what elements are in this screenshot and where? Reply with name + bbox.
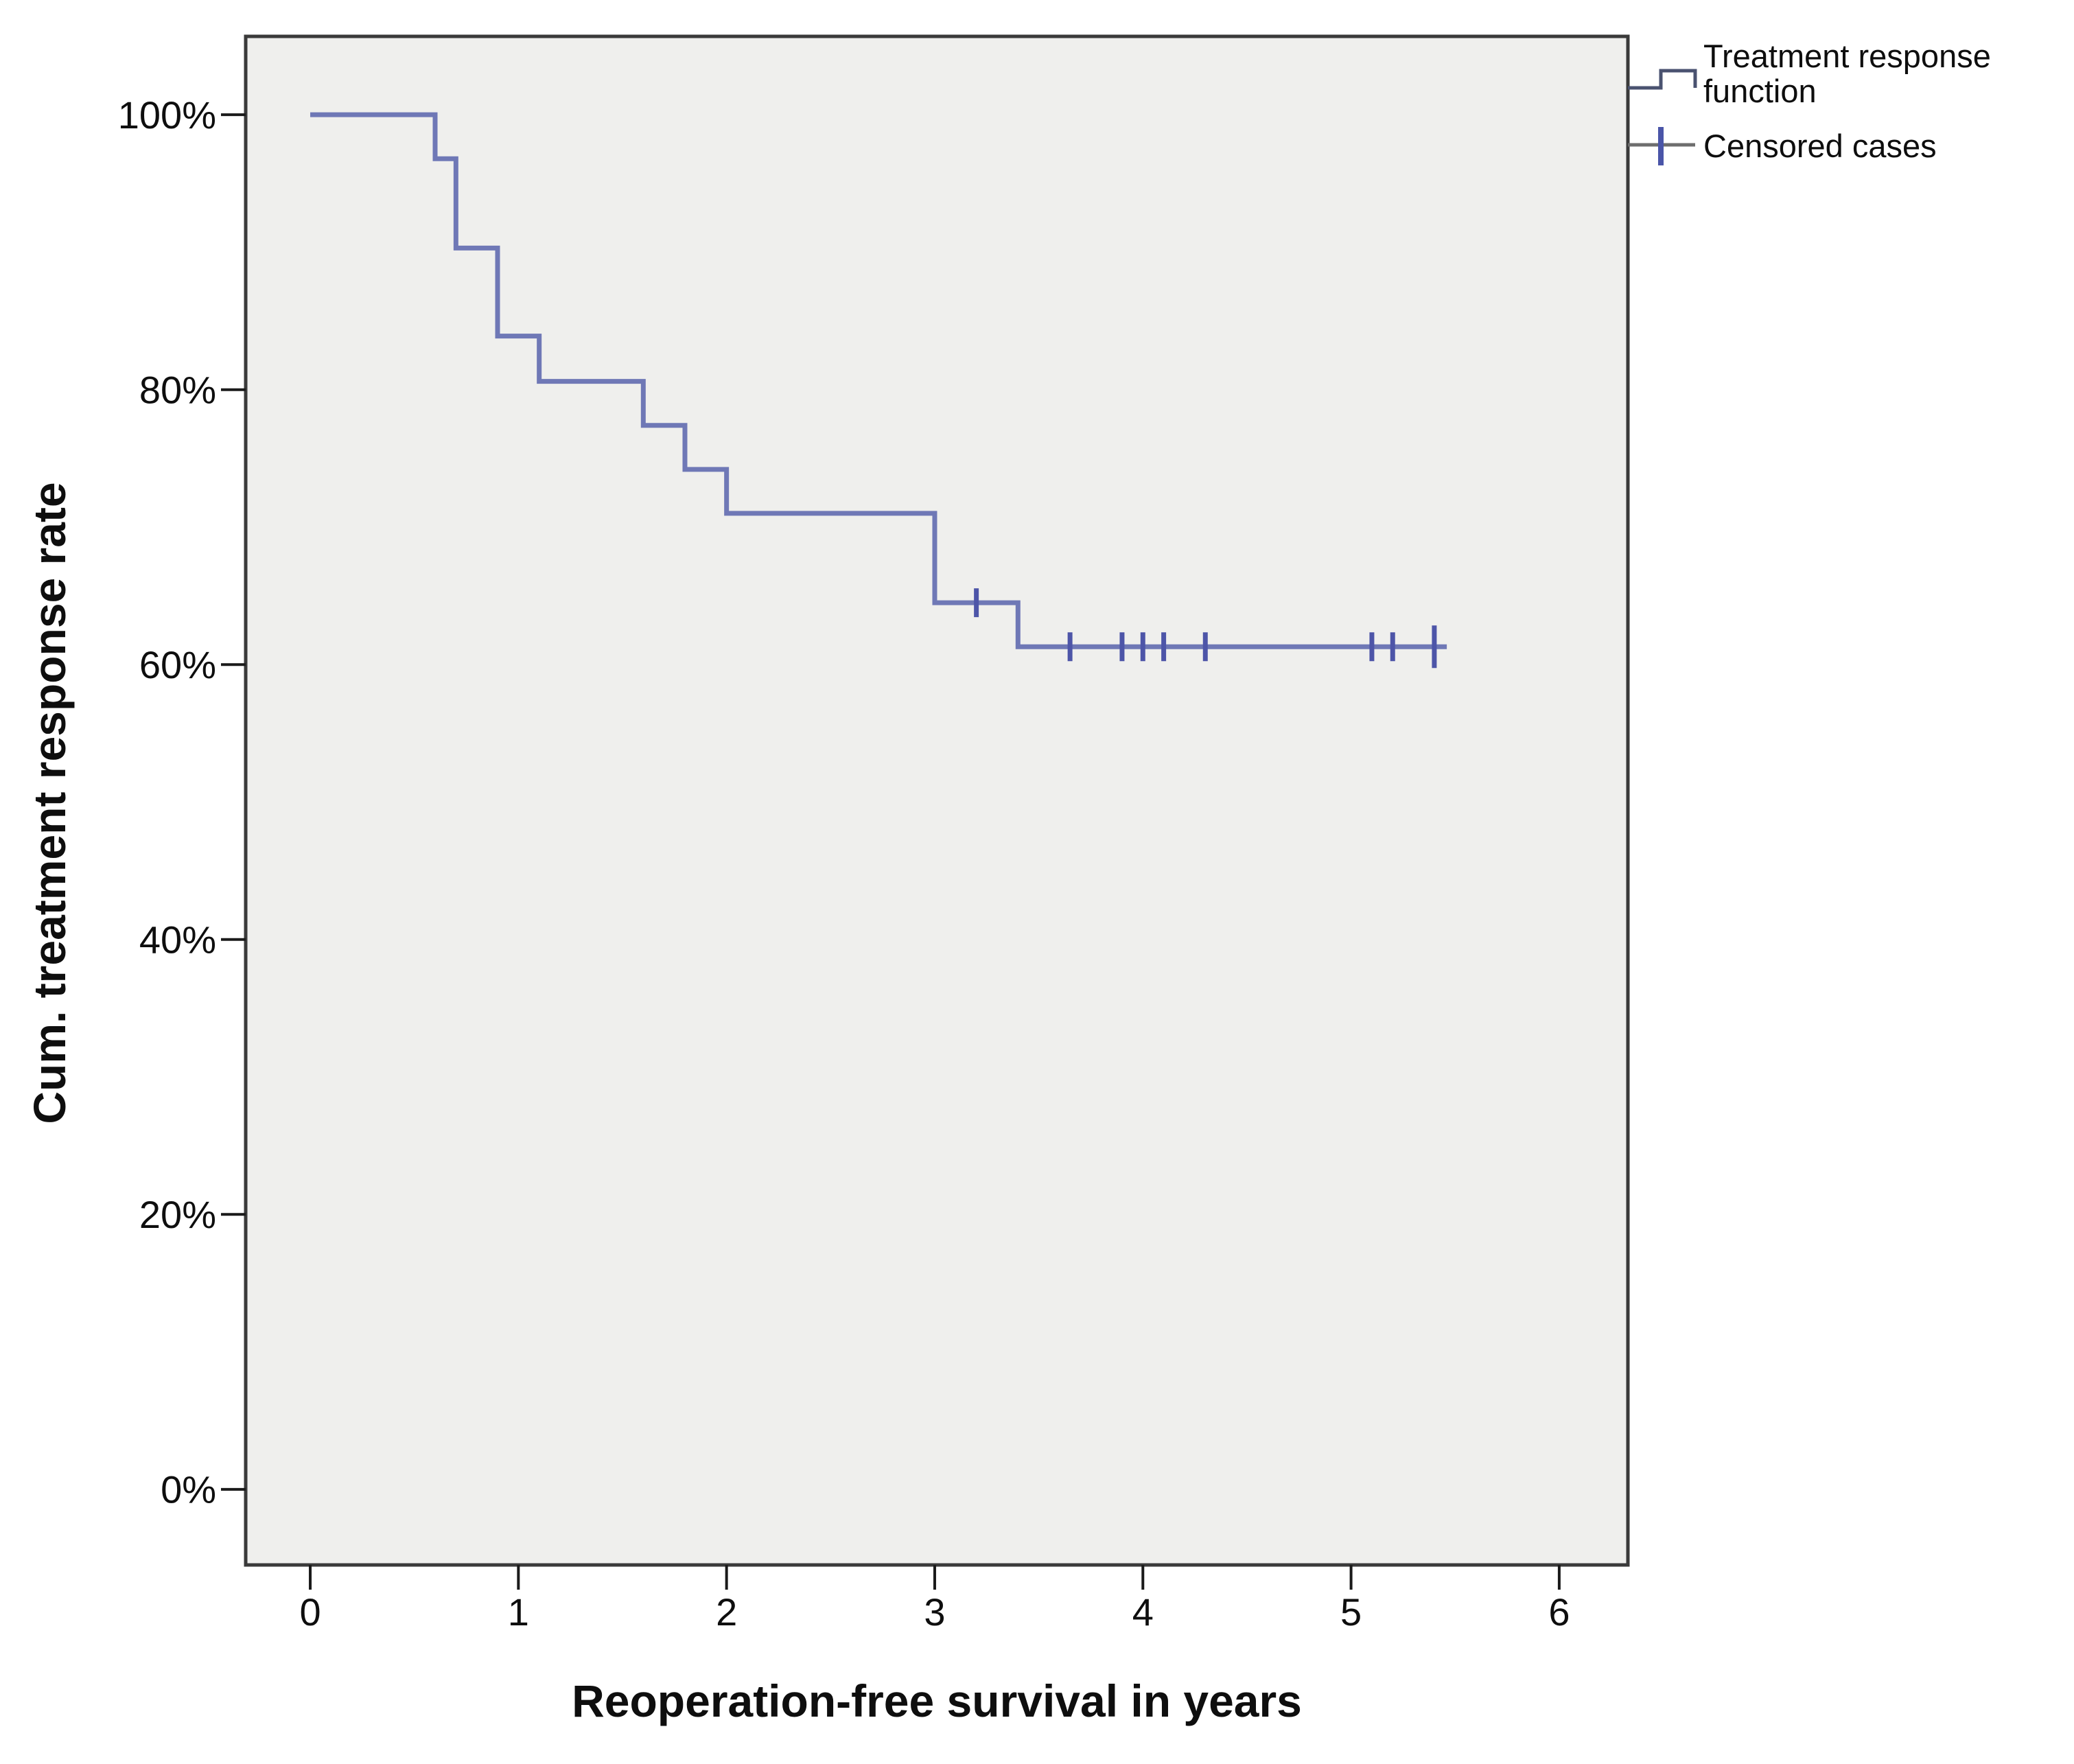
legend-item-treatment-response-label: Treatment response function	[1703, 38, 1991, 109]
x-tick-label: 0	[299, 1590, 321, 1634]
x-tick-label: 3	[924, 1590, 945, 1634]
x-tick-label: 5	[1340, 1590, 1362, 1634]
plot-background	[244, 34, 1630, 1567]
y-tick-label: 100%	[118, 93, 216, 137]
y-axis-title: Cum. treatment response rate	[24, 482, 75, 1124]
y-tick-label: 60%	[139, 643, 216, 686]
y-tick-label: 0%	[161, 1467, 216, 1511]
y-tick-label: 40%	[139, 918, 216, 961]
treatment-response-curve	[310, 112, 1447, 649]
y-tick-label: 20%	[139, 1193, 216, 1236]
x-tick-label: 4	[1132, 1590, 1154, 1634]
x-axis-title: Reoperation-free survival in years	[572, 1675, 1302, 1726]
y-tick-label: 80%	[139, 368, 216, 411]
x-tick-label: 1	[508, 1590, 529, 1634]
legend-step-line-glyph	[1628, 69, 1697, 90]
x-tick-label: 2	[716, 1590, 737, 1634]
legend-item-censored-cases-label: Censored cases	[1703, 128, 1937, 164]
x-tick-label: 6	[1548, 1590, 1570, 1634]
